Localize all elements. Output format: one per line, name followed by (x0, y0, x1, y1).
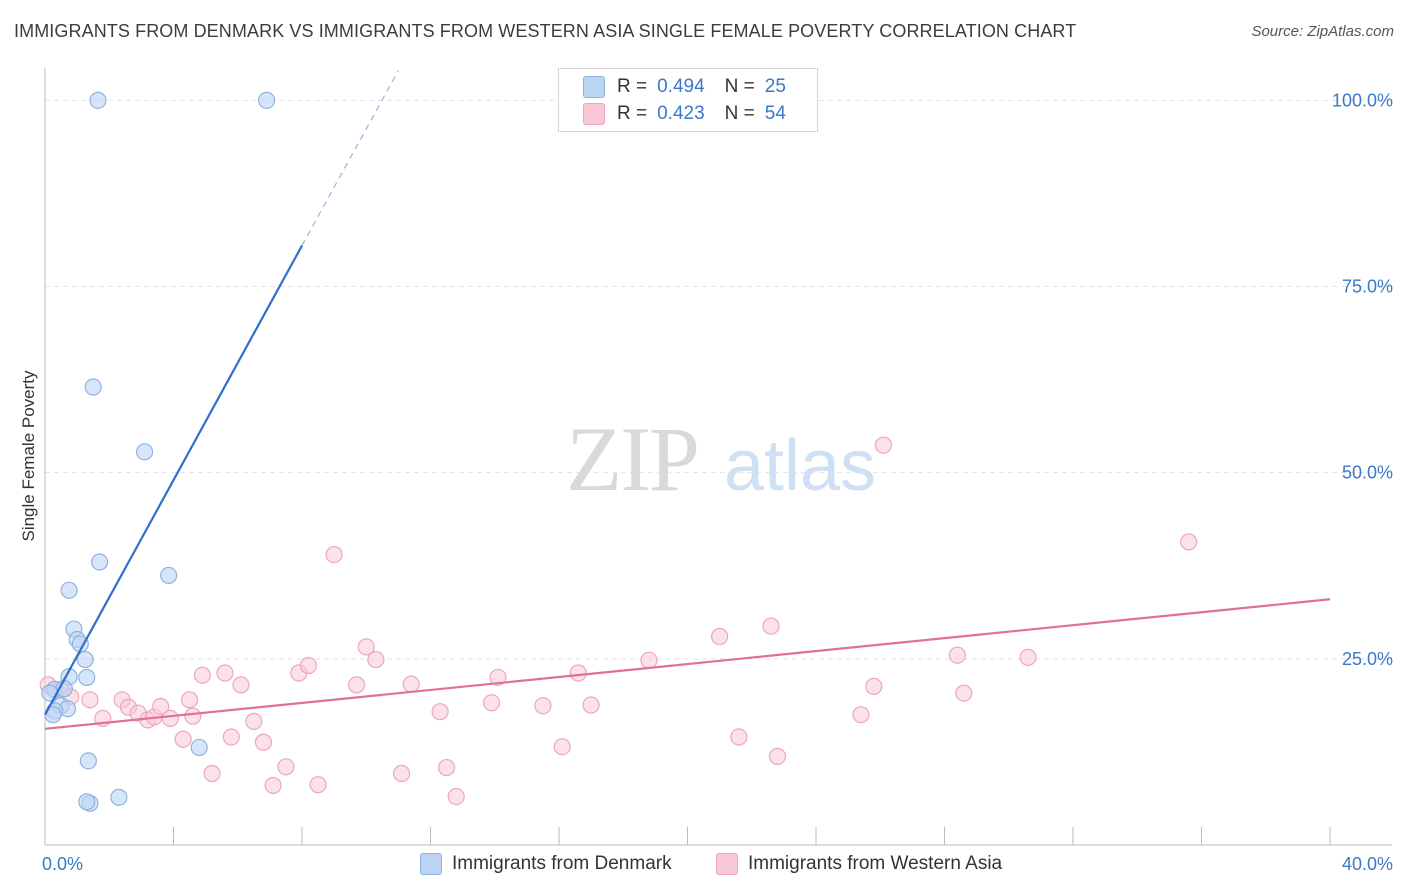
x-tick-label: 40.0% (1342, 854, 1393, 874)
data-point-western-asia (348, 676, 366, 694)
data-point-western-asia (865, 677, 883, 695)
data-point-western-asia (762, 617, 780, 635)
data-point-western-asia (948, 646, 966, 664)
data-point-denmark (78, 793, 96, 811)
data-point-western-asia (582, 696, 600, 714)
data-point-denmark (110, 788, 128, 806)
data-point-western-asia (245, 712, 263, 730)
data-point-denmark (190, 738, 208, 757)
data-point-denmark (76, 650, 94, 669)
legend-r-value: 0.494 (657, 76, 705, 97)
legend-row-western-asia: R = 0.423 N = 54 (583, 102, 786, 126)
data-point-western-asia (203, 764, 221, 783)
watermark-atlas: atlas (724, 426, 876, 506)
bottom-legend-label-western-asia: Immigrants from Western Asia (748, 853, 1003, 874)
data-point-western-asia (489, 668, 507, 687)
data-point-western-asia (264, 776, 282, 795)
bottom-legend-swatch-denmark (420, 853, 442, 875)
y-tick-label: 25.0% (1342, 649, 1393, 669)
data-point-western-asia (437, 758, 456, 777)
denmark-points (41, 91, 276, 812)
data-point-denmark (79, 752, 97, 770)
legend-r-label: R = (617, 76, 648, 97)
data-point-western-asia (1180, 533, 1198, 551)
legend-row-denmark: R = 0.494 N = 25 (583, 75, 786, 99)
chart-title: IMMIGRANTS FROM DENMARK VS IMMIGRANTS FR… (14, 21, 1077, 41)
data-point-western-asia (184, 707, 202, 725)
bottom-legend-denmark: Immigrants from Denmark (420, 850, 672, 878)
legend-swatch-denmark (583, 76, 605, 98)
data-point-western-asia (569, 664, 587, 682)
data-point-western-asia (232, 676, 250, 694)
data-point-western-asia (180, 691, 199, 709)
data-point-western-asia (392, 764, 411, 783)
data-point-western-asia (852, 706, 870, 724)
source-label: Source: ZipAtlas.com (1251, 23, 1394, 40)
data-point-western-asia (254, 733, 273, 751)
data-point-western-asia (222, 728, 240, 746)
data-point-denmark (89, 91, 107, 109)
data-point-denmark (258, 91, 276, 109)
trend-line-denmark (44, 245, 303, 716)
data-point-western-asia (367, 650, 385, 669)
data-point-western-asia (730, 728, 748, 746)
bottom-legend-label-denmark: Immigrants from Denmark (452, 853, 672, 874)
y-tick-label: 100.0% (1332, 90, 1393, 110)
data-point-western-asia (1019, 648, 1037, 666)
data-point-western-asia (81, 691, 99, 709)
data-point-western-asia (216, 664, 234, 682)
gridlines (45, 99, 1392, 660)
x-tick-label: 0.0% (42, 854, 83, 874)
data-point-western-asia (534, 697, 552, 715)
data-point-western-asia (955, 684, 973, 702)
data-point-western-asia (482, 694, 501, 712)
data-point-western-asia (325, 545, 343, 564)
data-point-western-asia (299, 656, 318, 675)
data-point-western-asia (431, 703, 449, 721)
axes (44, 68, 1392, 846)
data-point-western-asia (357, 638, 375, 656)
data-point-denmark (91, 553, 109, 571)
data-point-western-asia (309, 776, 327, 794)
data-point-denmark (41, 684, 59, 702)
stats-legend: R = 0.494 N = 25 R = 0.423 N = 54 (558, 68, 818, 132)
data-point-denmark (135, 443, 154, 461)
data-point-western-asia (174, 730, 192, 748)
data-point-denmark (84, 378, 102, 396)
data-point-western-asia (874, 436, 893, 454)
data-point-western-asia (161, 709, 179, 728)
data-point-western-asia (152, 697, 170, 716)
legend-swatch-western-asia (583, 103, 605, 125)
data-point-denmark (60, 581, 78, 599)
legend-r-label: R = (617, 103, 648, 124)
data-point-western-asia (193, 666, 212, 684)
legend-n-label: N = (724, 76, 755, 97)
data-point-western-asia (277, 758, 295, 776)
legend-n-value: 54 (764, 103, 786, 124)
trend-line-denmark-extension (301, 70, 399, 246)
data-point-western-asia (640, 651, 658, 669)
data-point-western-asia (553, 738, 571, 756)
watermark: ZIP atlas (566, 408, 876, 510)
data-point-denmark (160, 566, 178, 585)
trend-line-western-asia (44, 598, 1331, 730)
legend-n-label: N = (724, 103, 755, 124)
data-point-denmark (78, 668, 96, 687)
legend-n-value: 25 (764, 76, 786, 97)
data-point-western-asia (447, 787, 465, 806)
y-tick-label: 75.0% (1342, 277, 1393, 297)
y-tick-label: 50.0% (1342, 463, 1393, 483)
data-point-western-asia (768, 747, 787, 765)
bottom-legend-western-asia: Immigrants from Western Asia (716, 850, 1002, 878)
legend-r-value: 0.423 (657, 103, 705, 124)
tick-labels: 25.0% 50.0% 75.0% 100.0% 0.0% 40.0% (42, 90, 1393, 874)
watermark-zip: ZIP (566, 408, 698, 510)
data-point-western-asia (711, 627, 729, 646)
data-point-western-asia (402, 675, 420, 693)
trend-lines (44, 70, 1331, 730)
bottom-legend-swatch-western-asia (716, 853, 738, 875)
